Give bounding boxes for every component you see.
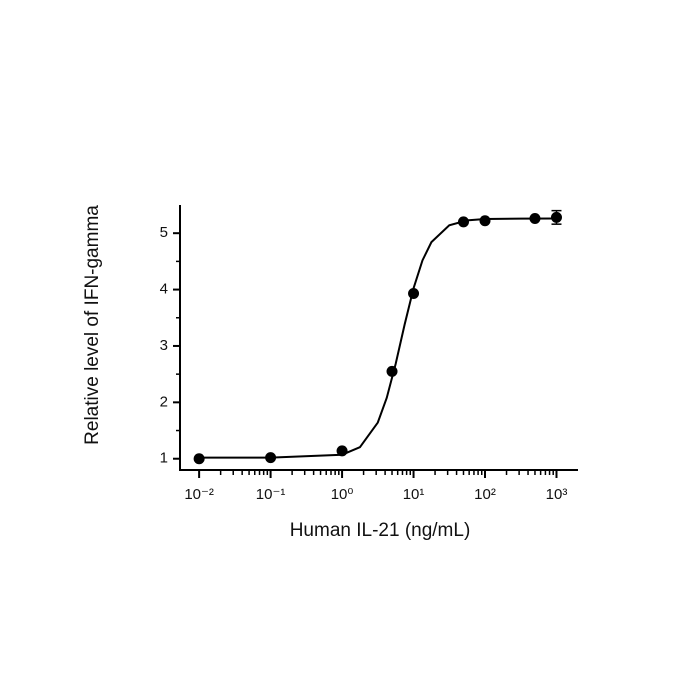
x-tick-label: 10⁻²: [184, 486, 214, 503]
x-tick-label: 10⁰: [331, 486, 354, 503]
fit-curve: [199, 217, 557, 459]
y-axis-title: Relative level of IFN-gamma: [82, 205, 103, 445]
x-tick-label: 10¹: [403, 486, 425, 503]
x-tick-label: 10⁻¹: [256, 486, 286, 503]
x-tick-label: 10²: [474, 486, 496, 503]
data-point: [193, 453, 205, 465]
x-tick-label: 10³: [546, 486, 568, 503]
y-tick-label: 3: [160, 337, 168, 354]
data-point: [550, 211, 562, 223]
y-tick-label: 1: [160, 450, 168, 467]
y-tick-label: 4: [160, 281, 168, 298]
y-tick-label: 2: [160, 393, 168, 410]
y-tick-label: 5: [160, 224, 168, 241]
data-point: [479, 215, 491, 227]
x-axis-title: Human IL-21 (ng/mL): [290, 520, 471, 541]
